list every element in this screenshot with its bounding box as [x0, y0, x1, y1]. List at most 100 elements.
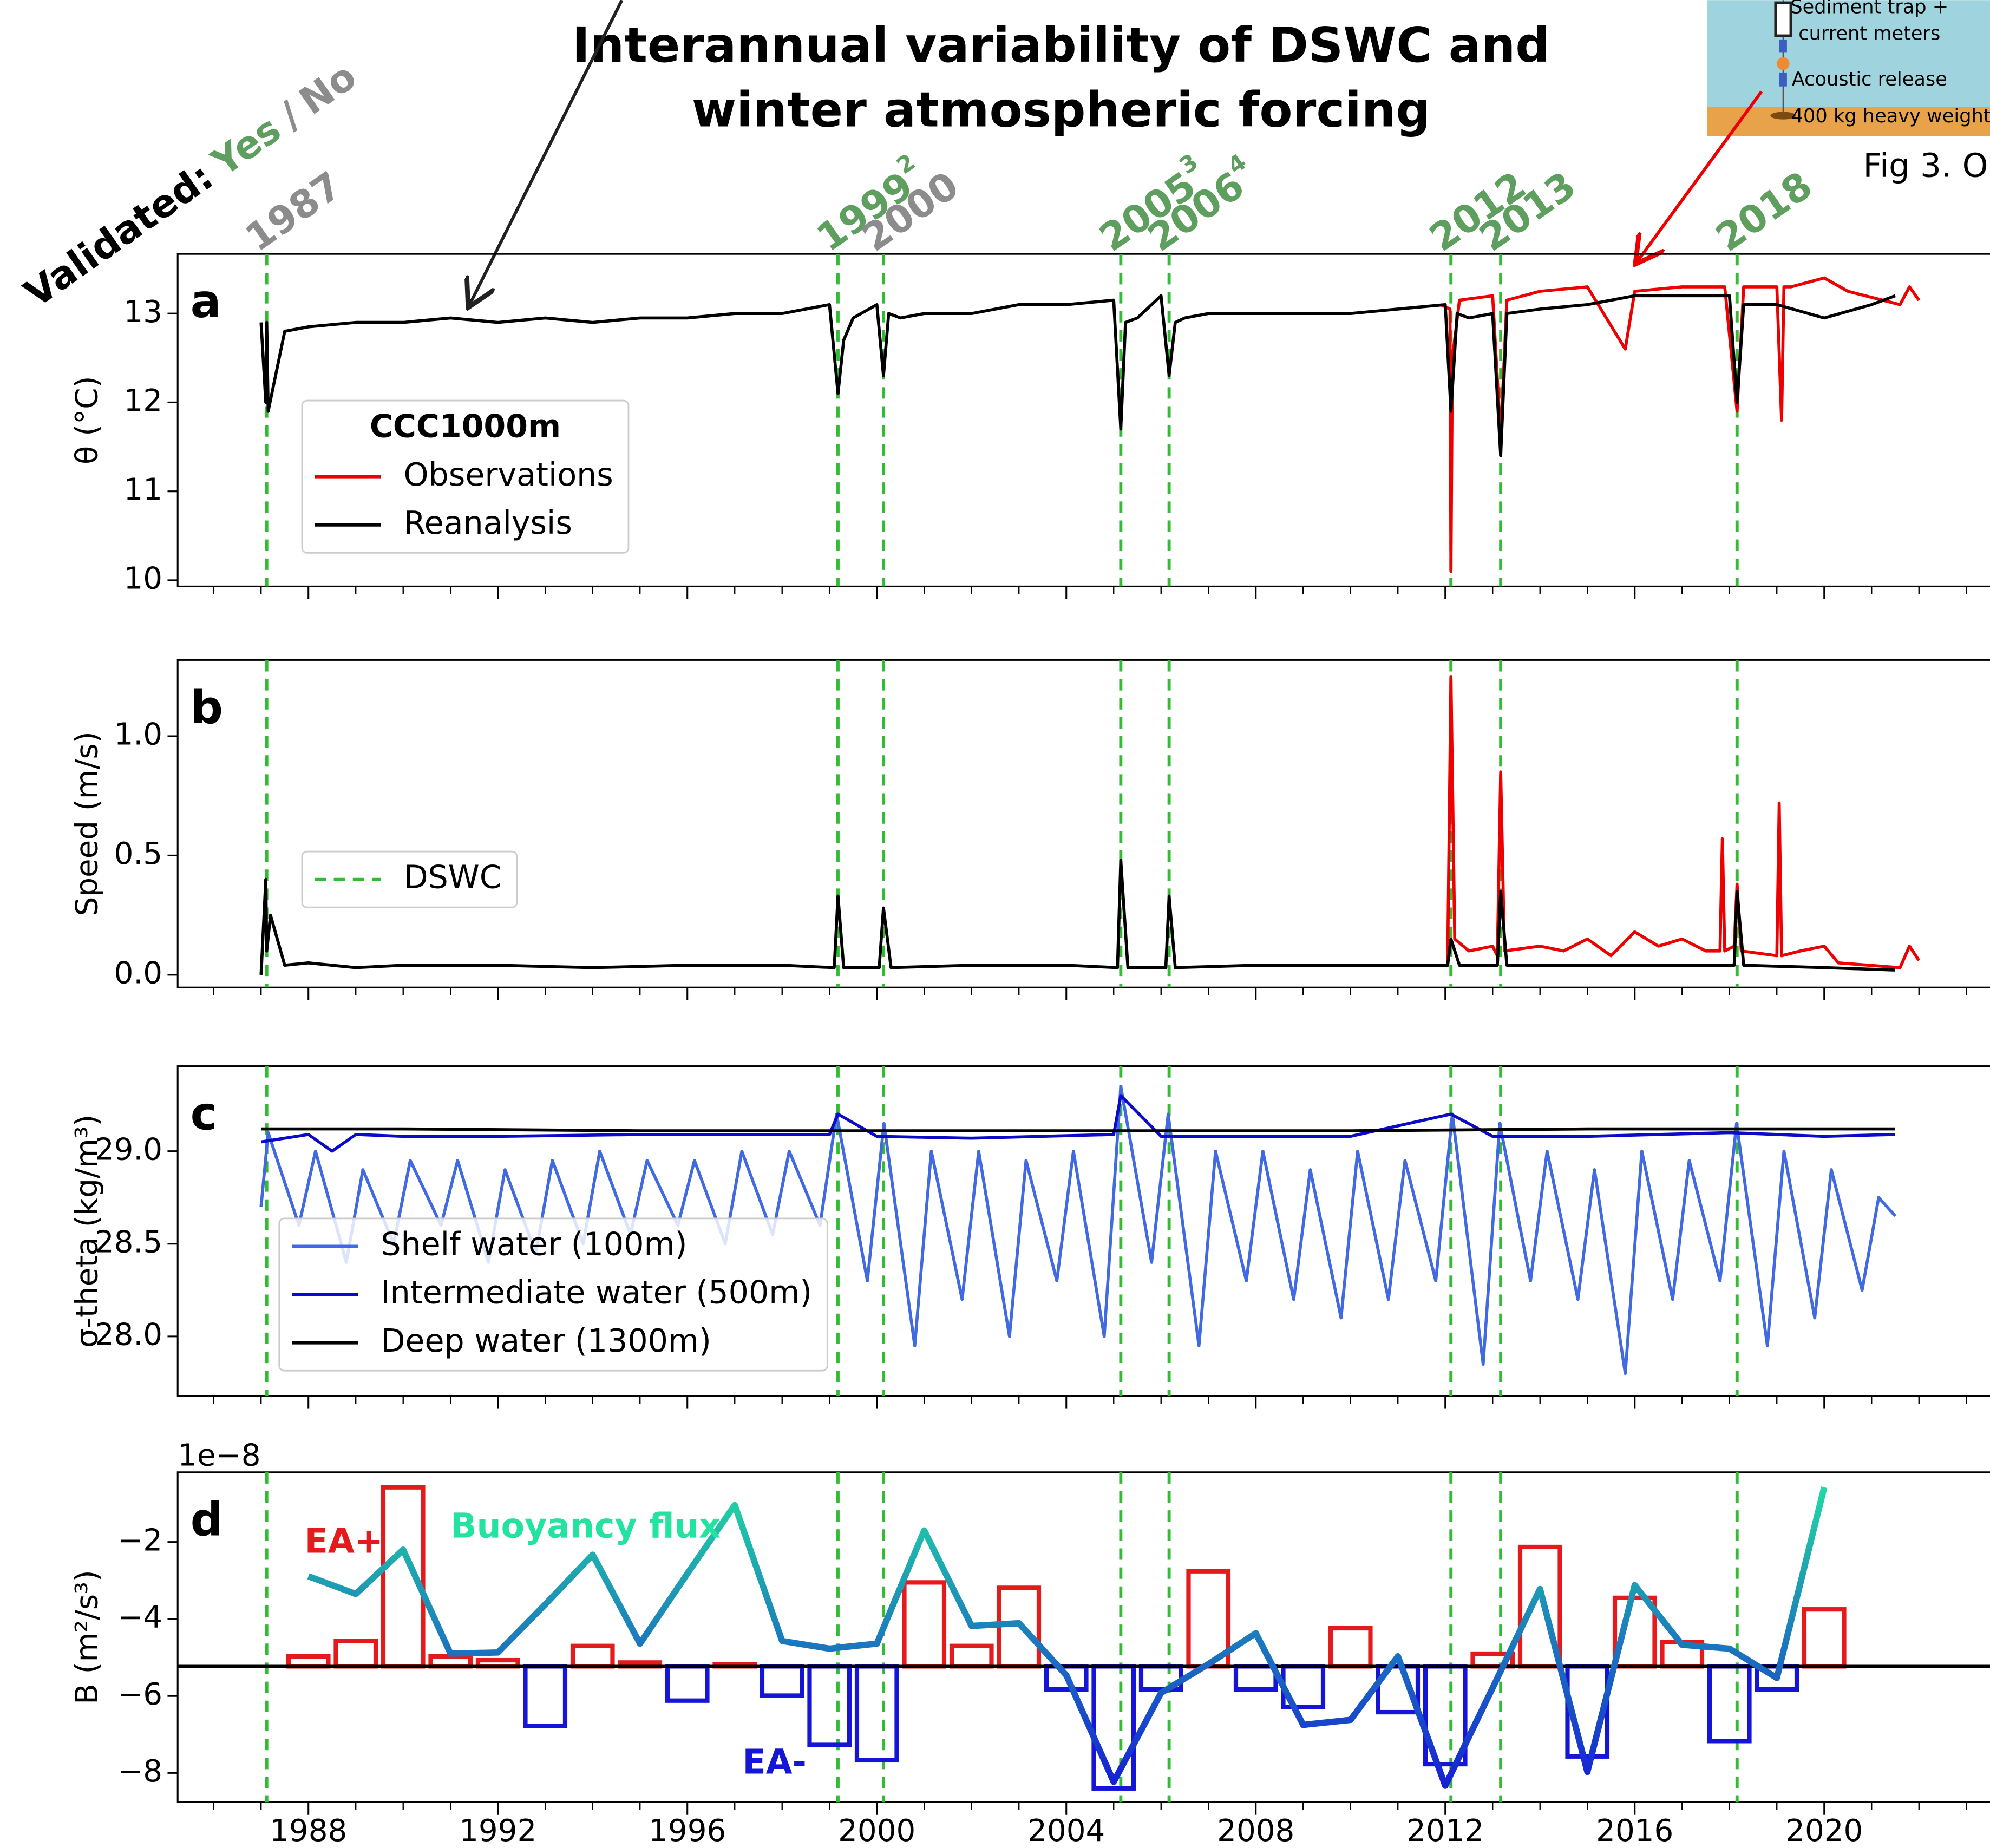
plot-frame	[176, 1471, 1990, 1803]
event-year: 2000	[854, 163, 966, 260]
inset-trap	[1774, 1, 1792, 37]
inset-label: current meters	[1798, 23, 1940, 45]
legend-box	[278, 1217, 828, 1372]
bar	[1091, 1664, 1136, 1791]
data-line	[1446, 674, 1921, 969]
x-tick-label: 2004	[1027, 1813, 1105, 1848]
legend: DSWC	[301, 850, 518, 908]
y-axis-label: θ (°C)	[70, 376, 105, 464]
y-tick-label: 1.0	[114, 717, 162, 752]
panel-label: c	[191, 1087, 218, 1140]
bar	[570, 1643, 615, 1669]
legend-label: Observations	[404, 456, 613, 493]
plot-frame	[176, 1065, 1990, 1397]
inset-float	[1777, 57, 1790, 70]
panel: −8 −6 −4 −2 1988 1992 1996 2000 2004 2008 2012 2016…	[70, 1438, 1990, 1848]
inset-weight	[1770, 112, 1796, 120]
y-offset-label: 1e−8	[178, 1438, 260, 1473]
annotation: Buoyancy flux	[450, 1506, 721, 1546]
legend-label: Reanalysis	[404, 504, 572, 541]
legend-label: Intermediate water (500m)	[381, 1274, 812, 1311]
inset-label: Sediment trap +	[1790, 0, 1948, 18]
inset-meter	[1779, 39, 1787, 53]
plot-area	[178, 1485, 1990, 1791]
data-line	[259, 859, 1896, 975]
x-tick-label: 2012	[1406, 1813, 1484, 1848]
legend: Shelf water (100m) Intermediate water (50…	[278, 1217, 828, 1372]
arrow	[1637, 90, 1763, 261]
inset: Sediment trap + current meters Acoustic …	[1707, 0, 1990, 136]
y-tick-label: −2	[117, 1523, 162, 1558]
annotation: EA-	[742, 1742, 806, 1782]
inset-label: 400 kg heavy weight	[1791, 105, 1990, 127]
annotation: EA+	[305, 1521, 383, 1561]
x-tick-label: 1996	[649, 1813, 726, 1848]
data-line	[259, 294, 1896, 457]
panel-label: a	[191, 275, 221, 328]
plot-frame	[176, 659, 1990, 988]
bar	[523, 1664, 568, 1728]
bar	[807, 1664, 852, 1747]
x-tick-label: 2020	[1785, 1813, 1863, 1848]
y-tick-label: −6	[117, 1677, 162, 1712]
legend-label: Deep water (1300m)	[381, 1322, 711, 1359]
data-line	[307, 1486, 1828, 1789]
bar	[1802, 1607, 1847, 1669]
y-tick-label: −8	[117, 1754, 162, 1789]
panel-label: b	[191, 681, 223, 734]
bar	[854, 1664, 899, 1763]
inset-label: Acoustic release	[1792, 68, 1947, 90]
data-line	[1439, 276, 1921, 573]
inset-release	[1779, 72, 1787, 87]
panel-label: d	[191, 1493, 223, 1546]
y-axis-label: B (m²/s³)	[70, 1570, 105, 1705]
y-axis-label: Speed (m/s)	[70, 731, 105, 916]
panel: 0.0 0.5 1.0 Speed (m/s) b DSWC	[70, 659, 1990, 1000]
title: Interannual variability of DSWC and	[572, 17, 1550, 74]
event-label: 2018	[1708, 163, 1820, 260]
arrow	[469, 0, 624, 305]
x-tick-label: 1988	[270, 1813, 347, 1848]
title: winter atmospheric forcing	[692, 82, 1430, 138]
bar	[665, 1664, 710, 1703]
plot-frame	[176, 253, 1990, 587]
legend-label: Shelf water (100m)	[381, 1226, 687, 1263]
y-tick-label: 0.5	[114, 836, 162, 871]
data-line	[260, 1094, 1896, 1153]
event-year: 2018	[1708, 163, 1820, 260]
validated-no: No	[291, 54, 364, 123]
y-tick-label: 28.0	[95, 1318, 162, 1353]
event-label: 1987	[238, 163, 350, 260]
y-tick-label: 11	[124, 472, 163, 507]
validated-yes: Yes	[204, 107, 289, 185]
legend-label: DSWC	[404, 859, 502, 896]
caption: Fig 3. O	[1863, 146, 1988, 185]
bar	[760, 1664, 804, 1698]
bar	[1233, 1664, 1278, 1692]
legend-box	[301, 850, 518, 908]
bar	[333, 1639, 378, 1669]
y-tick-label: 0.0	[114, 955, 162, 991]
plot-area	[259, 674, 1921, 975]
y-tick-label: −4	[117, 1600, 162, 1635]
y-tick-label: 29.0	[95, 1132, 162, 1167]
legend-title: CCC1000m	[370, 408, 561, 445]
x-tick-label: 2008	[1217, 1813, 1294, 1848]
inset-seabed	[1707, 107, 1990, 136]
y-tick-label: 28.5	[95, 1224, 162, 1260]
plot-area	[259, 276, 1921, 573]
panel: 10 11 12 13 θ (°C) a CCC1000m Observations Reana…	[70, 253, 1990, 599]
bar	[1707, 1664, 1752, 1744]
bar	[902, 1580, 947, 1669]
legend-box	[301, 399, 630, 554]
event-label: 2000	[854, 163, 966, 260]
legend: CCC1000m Observations Reanalysis	[301, 399, 630, 554]
x-tick-label: 2000	[838, 1813, 915, 1848]
y-tick-label: 13	[124, 294, 163, 330]
panel: 28.0 28.5 29.0σ-theta (kg/m³) c Shelf water …	[70, 1065, 1990, 1409]
y-tick-label: 12	[124, 383, 163, 418]
inset-water	[1707, 0, 1990, 107]
x-tick-label: 1992	[459, 1813, 536, 1848]
y-tick-label: 10	[124, 561, 163, 597]
